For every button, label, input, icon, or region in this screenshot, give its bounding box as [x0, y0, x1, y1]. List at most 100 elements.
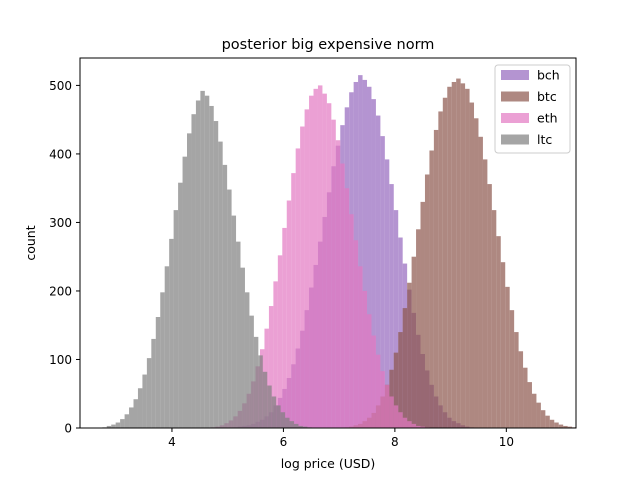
legend-label-ltc: ltc [537, 132, 552, 147]
ltc-bar [285, 417, 290, 428]
btc-bar [567, 426, 573, 428]
btc-bar [460, 83, 466, 428]
eth-bar [393, 405, 399, 428]
y-axis-ticks: 0 100 200 300 400 500 [49, 79, 80, 436]
eth-bar [420, 426, 425, 428]
ltc-bar [111, 424, 116, 428]
eth-bar [340, 163, 345, 428]
ltc-bar [271, 396, 277, 428]
eth-bar [375, 354, 381, 428]
btc-bar [451, 81, 457, 429]
btc-bar [509, 310, 515, 428]
ltc-bar [191, 114, 196, 429]
ltc-bar [146, 358, 152, 428]
eth-bar [362, 290, 368, 428]
eth-bar [286, 200, 292, 428]
btc-bar [429, 150, 434, 428]
eth-bar [367, 314, 372, 428]
eth-bar [322, 93, 327, 428]
legend-swatch-ltc [501, 134, 529, 145]
eth-bar [317, 85, 323, 428]
btc-bar [416, 229, 421, 428]
btc-bar [402, 308, 408, 428]
eth-bar [344, 188, 350, 428]
ltc-bar [182, 156, 188, 428]
bch-bar [389, 184, 394, 428]
eth-bar [326, 103, 332, 428]
bch-bar [362, 79, 368, 428]
bch-bar [371, 99, 376, 428]
ltc-bar [137, 388, 143, 428]
eth-bar [268, 306, 274, 428]
eth-bar [411, 423, 417, 428]
btc-bar [447, 86, 452, 429]
btc-bar [527, 382, 532, 428]
legend-label-bch: bch [537, 68, 560, 83]
eth-bar [402, 417, 408, 428]
legend-swatch-btc [501, 91, 529, 102]
x-axis-label: log price (USD) [281, 456, 376, 471]
ltc-bar [120, 419, 125, 428]
ltc-bar [129, 407, 134, 428]
series-ltc [102, 90, 312, 429]
y-tick-label: 300 [49, 216, 72, 230]
ltc-bar [155, 317, 161, 428]
ltc-bar [302, 426, 308, 428]
chart-title: posterior big expensive norm [222, 37, 435, 53]
eth-bar [291, 173, 296, 428]
btc-bar [469, 102, 475, 428]
y-tick-label: 200 [49, 284, 72, 298]
eth-bar [300, 126, 305, 428]
ltc-bar [115, 422, 121, 428]
y-tick-label: 500 [49, 79, 72, 93]
btc-bar [433, 129, 439, 428]
ltc-bar [236, 241, 241, 428]
y-axis-label: count [23, 225, 38, 260]
ltc-bar [244, 292, 250, 428]
eth-bar [358, 266, 363, 428]
btc-bar [482, 159, 488, 428]
ltc-bar [173, 210, 179, 428]
ltc-bar [169, 238, 174, 428]
ltc-bar [280, 412, 286, 428]
eth-bar [389, 396, 394, 428]
y-tick-label: 400 [49, 147, 72, 161]
ltc-bar [124, 414, 130, 428]
btc-bar [407, 282, 412, 428]
x-tick-label: 8 [391, 435, 399, 449]
eth-bar [304, 109, 310, 428]
y-tick-label: 0 [64, 422, 72, 436]
bch-bar [393, 210, 399, 428]
legend-label-btc: btc [537, 89, 557, 104]
legend-box [494, 64, 571, 154]
eth-bar [398, 412, 403, 428]
eth-bar [277, 255, 283, 428]
bch-bar [375, 115, 381, 429]
ltc-bar [240, 267, 245, 428]
btc-bar [424, 174, 430, 428]
btc-bar [442, 97, 448, 429]
btc-bar [456, 78, 461, 429]
ltc-bar [200, 90, 205, 428]
btc-bar [554, 422, 559, 428]
ltc-bar [213, 121, 219, 428]
eth-bar [371, 335, 376, 428]
histogram-bars [102, 75, 577, 429]
eth-bar [353, 240, 359, 428]
ltc-bar [204, 95, 210, 429]
btc-bar [563, 425, 568, 428]
bch-bar [380, 136, 385, 428]
ltc-bar [142, 374, 147, 428]
eth-bar [384, 384, 390, 428]
btc-bar [398, 332, 403, 428]
btc-bar [411, 256, 417, 428]
legend-swatch-bch [501, 70, 529, 80]
btc-bar [545, 415, 550, 428]
ltc-bar [133, 399, 138, 428]
btc-bar [438, 111, 443, 428]
btc-bar [478, 136, 483, 428]
bch-bar [384, 159, 390, 428]
btc-bar [487, 184, 492, 428]
eth-bar [407, 421, 412, 428]
